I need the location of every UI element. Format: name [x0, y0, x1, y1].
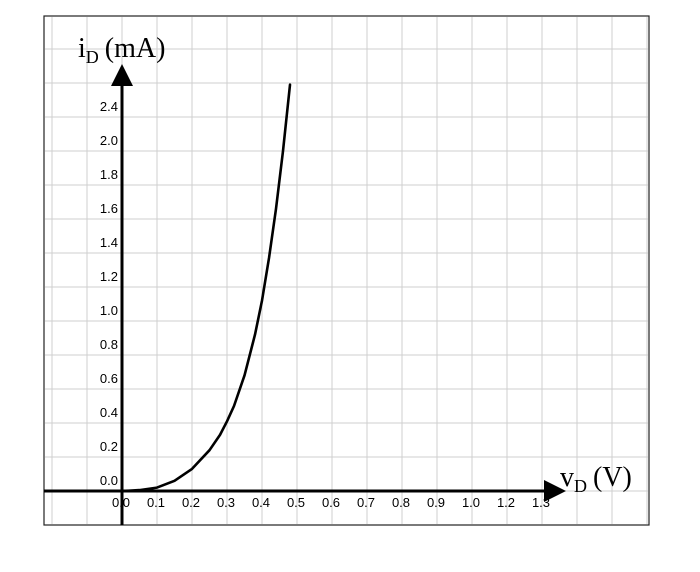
x-tick-label: 0.1: [147, 495, 165, 510]
x-tick-label: 0.8: [392, 495, 410, 510]
x-tick-label: 0.3: [217, 495, 235, 510]
x-tick-label: 0.7: [357, 495, 375, 510]
x-tick-label: 0.9: [427, 495, 445, 510]
y-tick-label: 2.4: [100, 99, 118, 114]
plot-frame: [43, 15, 650, 526]
y-tick-labels: 0.0 0.2 0.4 0.6 0.8 1.0 1.2 1.4 1.6 1.8 2.0 2.4: [100, 99, 118, 488]
y-tick-label: 1.4: [100, 235, 118, 250]
y-axis-title-subscript: D: [86, 47, 99, 67]
grid: [45, 17, 648, 524]
x-tick-label: 0.4: [252, 495, 270, 510]
y-tick-label: 2.0: [100, 133, 118, 148]
curve-layer: [120, 83, 292, 493]
x-tick-label: 0.0: [112, 495, 130, 510]
y-axis-title-main: i: [78, 33, 86, 64]
y-tick-label: 0.8: [100, 337, 118, 352]
x-tick-label: 1.3: [532, 495, 550, 510]
x-tick-label: 0.2: [182, 495, 200, 510]
x-axis-title: vD (V): [560, 462, 632, 496]
y-axis-arrowhead: [111, 64, 133, 86]
x-tick-label: 0.6: [322, 495, 340, 510]
x-tick-labels: 0.0 0.1 0.2 0.3 0.4 0.5 0.6 0.7 0.8 0.9 1.0 1.2 1.3: [112, 495, 550, 510]
y-tick-label: 0.6: [100, 371, 118, 386]
y-tick-label: 0.2: [100, 439, 118, 454]
y-tick-label: 1.8: [100, 167, 118, 182]
x-tick-label: 1.0: [462, 495, 480, 510]
y-tick-label: 1.2: [100, 269, 118, 284]
x-axis-arrowhead: [544, 480, 566, 502]
x-axis-title-main: v: [560, 462, 574, 493]
y-tick-label: 1.6: [100, 201, 118, 216]
diode-iv-curve: [120, 83, 292, 493]
x-tick-label: 0.5: [287, 495, 305, 510]
y-tick-label: 0.0: [100, 473, 118, 488]
y-tick-label: 0.4: [100, 405, 118, 420]
x-axis-title-subscript: D: [574, 476, 587, 496]
x-tick-label: 1.2: [497, 495, 515, 510]
y-tick-label: 1.0: [100, 303, 118, 318]
y-axis-title-unit: (mA): [105, 33, 166, 64]
x-axis-title-unit: (V): [593, 462, 632, 493]
y-axis-title: iD (mA): [78, 33, 165, 67]
